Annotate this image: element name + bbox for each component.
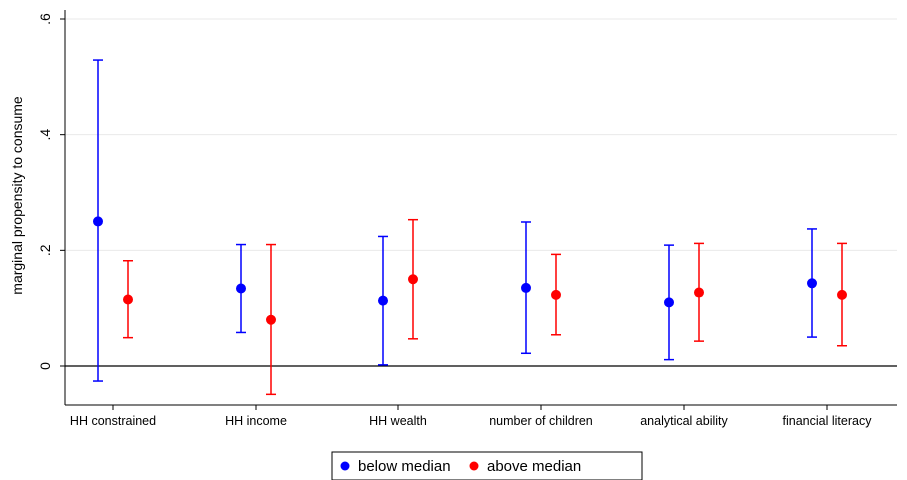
x-tick-label-hh-wealth: HH wealth [369,414,427,428]
y-axis-label: marginal propensity to consume [9,96,25,295]
series-above-median [123,218,847,396]
data-point [378,295,388,306]
x-axis-categories: HH constrained HH income HH wealth number o… [70,405,872,428]
y-tick-label: .2 [37,244,53,256]
legend-marker-below-median [340,461,350,471]
y-tick-label: .6 [37,13,53,25]
x-tick-label-financial-literacy: financial literacy [783,414,873,428]
legend-marker-above-median [469,461,479,471]
data-point [93,216,103,227]
data-point [123,294,133,305]
y-tick-label: 0 [37,362,53,370]
legend-label-below-median: below median [358,458,451,475]
legend-box [331,451,643,480]
data-point [408,274,418,285]
series-layer [93,59,847,396]
data-point [664,297,674,308]
y-axis-ticks: 0 .2 .4 .6 [37,13,65,370]
data-point [521,282,531,293]
x-tick-label-hh-constrained: HH constrained [70,414,156,428]
data-point [551,289,561,300]
data-point [837,289,847,300]
legend-label-above-median: above median [487,458,581,475]
data-point [236,283,246,294]
data-point [807,278,817,289]
x-tick-label-number-of-children: number of children [489,414,593,428]
gridlines [65,18,897,251]
x-tick-label-hh-income: HH income [225,414,287,428]
y-tick-label: .4 [37,129,53,141]
series-below-median [93,59,817,382]
data-point [694,287,704,298]
data-point [266,314,276,325]
x-tick-label-analytical-ability: analytical ability [640,414,728,428]
legend: below median above median [331,451,643,480]
